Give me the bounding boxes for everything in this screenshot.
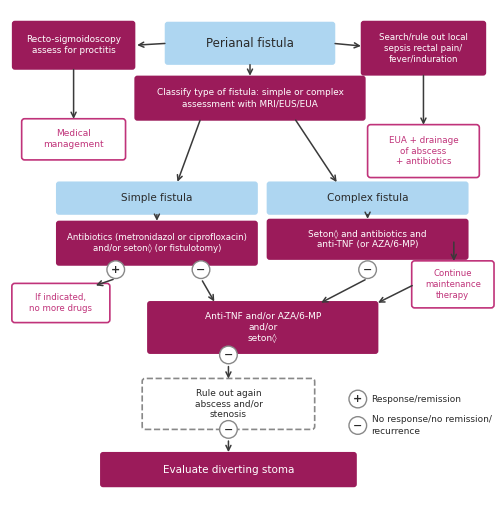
FancyBboxPatch shape <box>164 22 336 65</box>
Circle shape <box>349 417 366 434</box>
FancyBboxPatch shape <box>147 301 378 354</box>
FancyBboxPatch shape <box>266 182 468 215</box>
Text: Antibiotics (metronidazol or ciprofloxacin)
and/or seton◊ (or fistulotomy): Antibiotics (metronidazol or ciprofloxac… <box>67 233 247 254</box>
Text: Classify type of fistula: simple or complex
assessment with MRI/EUS/EUA: Classify type of fistula: simple or comp… <box>156 88 344 108</box>
FancyBboxPatch shape <box>56 182 258 215</box>
FancyBboxPatch shape <box>22 119 126 160</box>
Text: +: + <box>353 394 362 404</box>
Text: Evaluate diverting stoma: Evaluate diverting stoma <box>163 464 294 475</box>
FancyBboxPatch shape <box>412 261 494 308</box>
Text: No response/no remission/
recurrence: No response/no remission/ recurrence <box>372 415 492 436</box>
Text: −: − <box>224 424 233 434</box>
Text: Recto-sigmoidoscopy
assess for proctitis: Recto-sigmoidoscopy assess for proctitis <box>26 35 121 55</box>
Text: Medical
management: Medical management <box>44 129 104 149</box>
Text: Rule out again
abscess and/or
stenosis: Rule out again abscess and/or stenosis <box>194 389 262 419</box>
Text: Anti-TNF and/or AZA/6-MP
and/or
seton◊: Anti-TNF and/or AZA/6-MP and/or seton◊ <box>204 312 321 343</box>
FancyBboxPatch shape <box>266 219 468 260</box>
FancyBboxPatch shape <box>12 283 110 322</box>
FancyBboxPatch shape <box>134 76 366 121</box>
Text: Perianal fistula: Perianal fistula <box>206 37 294 50</box>
Text: −: − <box>196 265 205 275</box>
Circle shape <box>359 261 376 278</box>
Text: EUA + drainage
of abscess
+ antibiotics: EUA + drainage of abscess + antibiotics <box>388 136 458 166</box>
Circle shape <box>220 421 238 438</box>
Text: −: − <box>363 265 372 275</box>
FancyBboxPatch shape <box>12 21 136 70</box>
Text: Response/remission: Response/remission <box>372 394 462 404</box>
Text: Simple fistula: Simple fistula <box>121 193 192 203</box>
Circle shape <box>192 261 210 278</box>
Circle shape <box>220 346 238 364</box>
FancyBboxPatch shape <box>100 452 357 487</box>
FancyBboxPatch shape <box>56 221 258 266</box>
FancyBboxPatch shape <box>360 21 486 76</box>
Text: Complex fistula: Complex fistula <box>327 193 408 203</box>
Text: If indicated,
no more drugs: If indicated, no more drugs <box>30 293 92 313</box>
Text: Continue
maintenance
therapy: Continue maintenance therapy <box>425 269 481 300</box>
Circle shape <box>349 390 366 408</box>
Text: +: + <box>111 265 120 275</box>
Text: Search/rule out local
sepsis rectal pain/
fever/induration: Search/rule out local sepsis rectal pain… <box>379 33 468 63</box>
Text: Seton◊ and antibiotics and
anti-TNF (or AZA/6-MP): Seton◊ and antibiotics and anti-TNF (or … <box>308 229 427 249</box>
Text: −: − <box>353 420 362 430</box>
FancyBboxPatch shape <box>368 125 480 177</box>
Circle shape <box>107 261 124 278</box>
FancyBboxPatch shape <box>142 378 314 429</box>
Text: −: − <box>224 350 233 360</box>
